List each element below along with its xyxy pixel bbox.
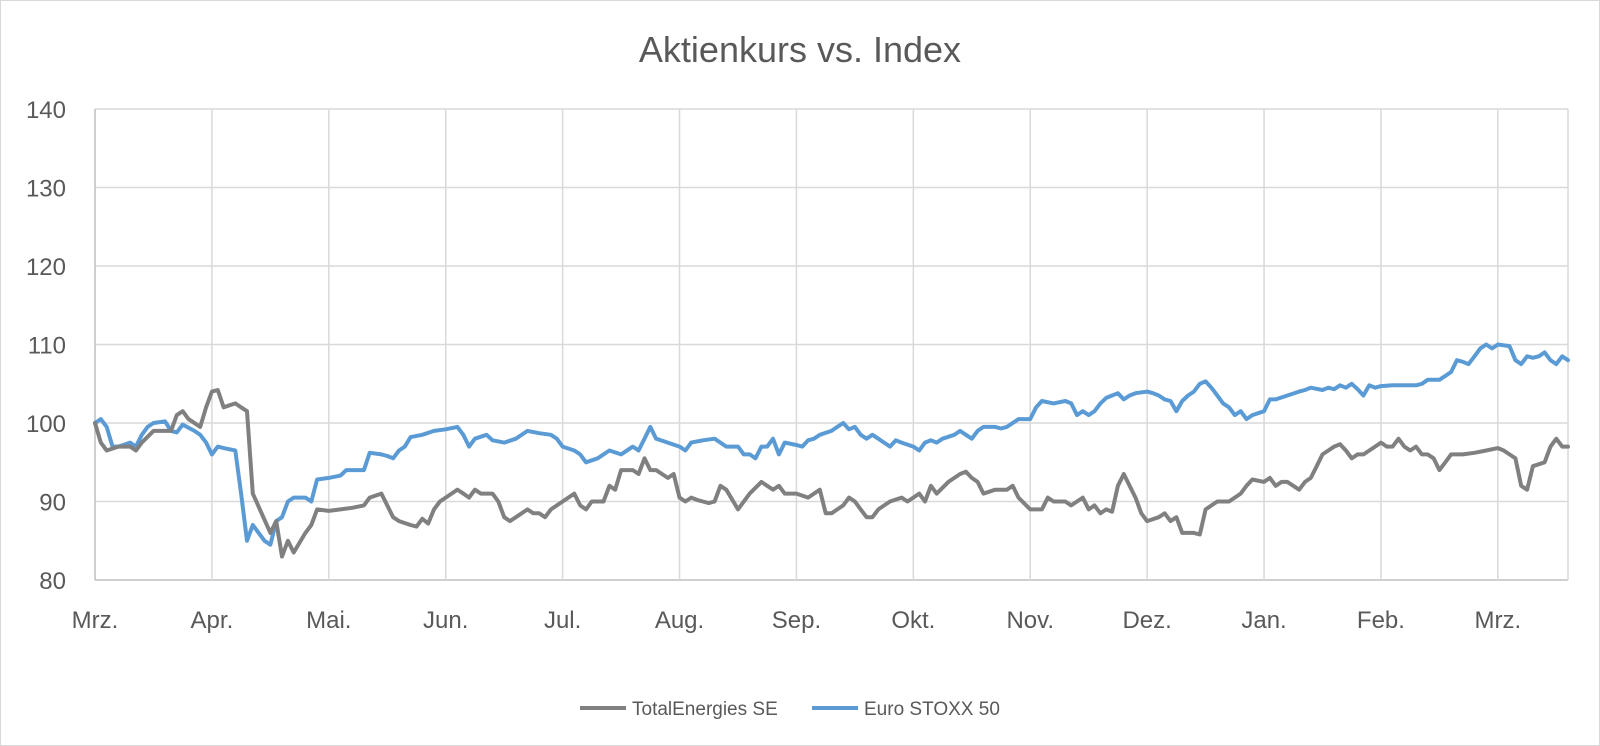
gridlines	[94, 108, 1569, 581]
chart-title: Aktienkurs vs. Index	[639, 29, 961, 70]
y-tick-label: 140	[26, 97, 66, 124]
x-tick-label: Aug.	[655, 607, 704, 634]
series-lines	[93, 342, 1570, 559]
x-tick-label: Jan.	[1241, 607, 1286, 634]
x-tick-label: Mai.	[306, 607, 351, 634]
y-tick-label: 110	[28, 333, 66, 360]
x-tick-label: Nov.	[1006, 607, 1054, 634]
legend-label: Euro STOXX 50	[864, 699, 1000, 720]
y-axis-ticks: 80 90 100 110 120 130 140	[26, 97, 66, 595]
legend: TotalEnergies SE Euro STOXX 50	[580, 699, 1000, 720]
x-tick-label: Mrz.	[72, 607, 119, 634]
x-tick-label: Mrz.	[1475, 607, 1522, 634]
x-tick-label: Jun.	[423, 607, 468, 634]
legend-label: TotalEnergies SE	[632, 699, 778, 720]
x-tick-label: Apr.	[191, 607, 234, 634]
x-tick-label: Dez.	[1122, 607, 1171, 634]
series-line-totalenergies-se	[93, 388, 1570, 559]
y-tick-label: 80	[39, 568, 66, 595]
y-tick-label: 90	[39, 490, 66, 517]
x-tick-label: Okt.	[891, 607, 935, 634]
x-tick-label: Feb.	[1357, 607, 1405, 634]
x-axis-ticks: Mrz. Apr. Mai. Jun. Jul. Aug. Sep. Okt. Nov. Dez.…	[72, 607, 1522, 634]
x-tick-label: Sep.	[772, 607, 821, 634]
series-line-euro-stoxx-50	[93, 342, 1570, 547]
y-tick-label: 120	[26, 254, 66, 281]
x-tick-label: Jul.	[544, 607, 581, 634]
y-tick-label: 100	[26, 411, 66, 438]
y-tick-label: 130	[26, 176, 66, 203]
